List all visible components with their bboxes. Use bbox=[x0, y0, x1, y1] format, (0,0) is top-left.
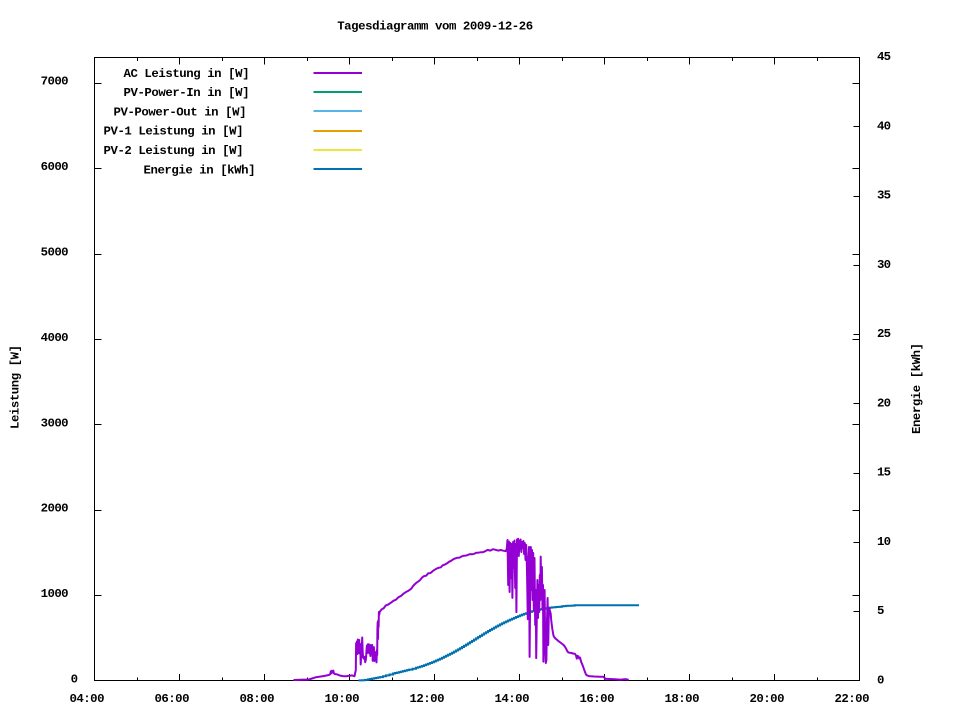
svg-text:Tagesdiagramm vom 2009-12-26: Tagesdiagramm vom 2009-12-26 bbox=[337, 20, 533, 34]
svg-text:45: 45 bbox=[877, 50, 891, 64]
svg-text:3000: 3000 bbox=[41, 416, 69, 430]
svg-text:2000: 2000 bbox=[41, 502, 69, 516]
svg-text:30: 30 bbox=[877, 258, 891, 272]
svg-text:6000: 6000 bbox=[41, 160, 69, 174]
svg-text:16:00: 16:00 bbox=[580, 692, 615, 706]
svg-text:22:00: 22:00 bbox=[835, 692, 870, 706]
svg-text:0: 0 bbox=[71, 673, 78, 687]
svg-text:40: 40 bbox=[877, 119, 891, 133]
svg-text:35: 35 bbox=[877, 189, 891, 203]
svg-text:Leistung [W]: Leistung [W] bbox=[9, 345, 23, 429]
svg-text:Energie in [kWh]: Energie in [kWh] bbox=[144, 163, 256, 177]
svg-text:PV-2 Leistung in [W]: PV-2 Leistung in [W] bbox=[104, 144, 244, 158]
svg-text:PV-Power-In in [W]: PV-Power-In in [W] bbox=[124, 86, 250, 100]
svg-text:06:00: 06:00 bbox=[155, 692, 190, 706]
svg-text:04:00: 04:00 bbox=[70, 692, 105, 706]
svg-text:12:00: 12:00 bbox=[410, 692, 445, 706]
svg-text:0: 0 bbox=[877, 674, 884, 688]
svg-text:PV-Power-Out in [W]: PV-Power-Out in [W] bbox=[114, 105, 247, 119]
svg-text:18:00: 18:00 bbox=[665, 692, 700, 706]
svg-text:5000: 5000 bbox=[41, 246, 69, 260]
svg-text:10:00: 10:00 bbox=[325, 692, 360, 706]
svg-text:4000: 4000 bbox=[41, 331, 69, 345]
svg-text:10: 10 bbox=[877, 535, 891, 549]
svg-text:08:00: 08:00 bbox=[240, 692, 275, 706]
svg-text:AC Leistung in [W]: AC Leistung in [W] bbox=[124, 67, 250, 81]
svg-text:1000: 1000 bbox=[41, 587, 69, 601]
svg-text:20:00: 20:00 bbox=[750, 692, 785, 706]
svg-text:7000: 7000 bbox=[41, 75, 69, 89]
svg-text:20: 20 bbox=[877, 396, 891, 410]
svg-text:Energie [kWh]: Energie [kWh] bbox=[910, 343, 924, 434]
svg-text:25: 25 bbox=[877, 327, 891, 341]
svg-text:PV-1 Leistung in [W]: PV-1 Leistung in [W] bbox=[104, 125, 244, 139]
svg-text:5: 5 bbox=[877, 604, 884, 618]
svg-text:14:00: 14:00 bbox=[495, 692, 530, 706]
svg-text:15: 15 bbox=[877, 466, 891, 480]
